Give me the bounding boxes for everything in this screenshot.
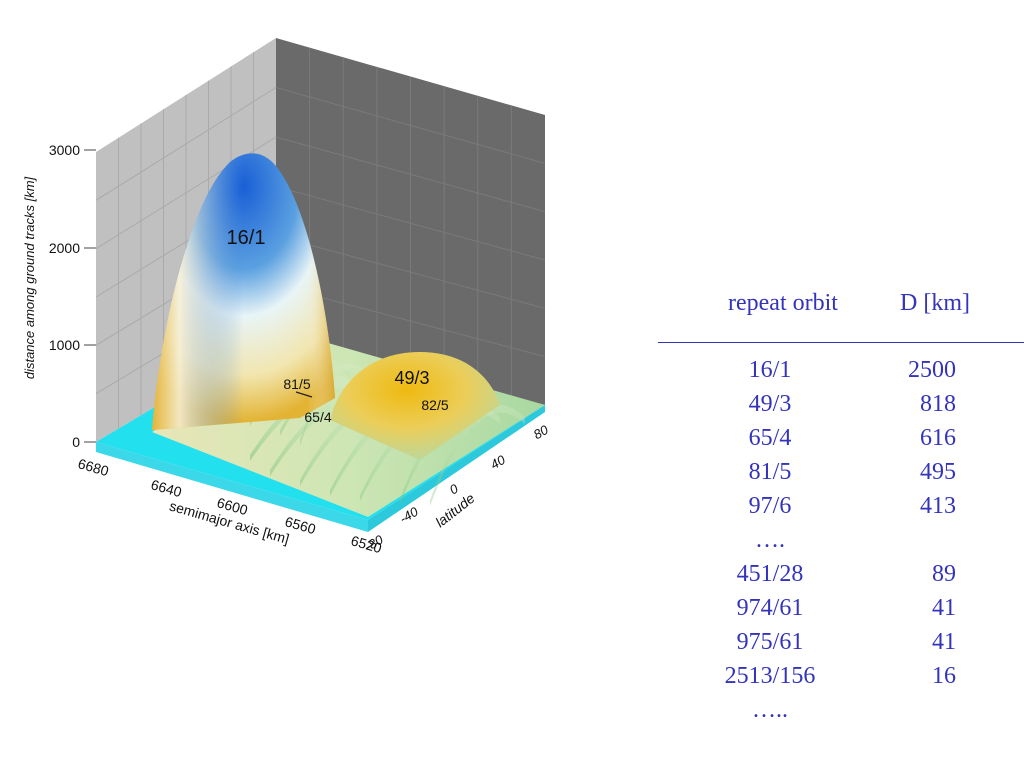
floor-front-strip <box>96 442 368 532</box>
table-cell-orbit: 81/5 <box>748 459 792 485</box>
x-tick-label: 6640 <box>149 476 184 500</box>
surface-ridge <box>430 405 525 506</box>
wall-grid-line <box>275 235 546 309</box>
table-cell-orbit: 97/6 <box>748 493 792 519</box>
table-cell-orbit: 451/28 <box>736 561 804 587</box>
table-cell-orbit: 974/61 <box>736 595 804 621</box>
table-cell-distance: 41 <box>932 595 956 621</box>
z-tick-label: 2000 <box>49 240 80 256</box>
annotation-49-3: 49/3 <box>394 368 429 388</box>
table-cell-distance: 413 <box>920 493 956 519</box>
annotation-82-5: 82/5 <box>421 397 448 413</box>
table-cell-distance: 89 <box>932 561 956 587</box>
surface-plot: 0 1000 2000 3000 distance among ground track… <box>22 38 552 556</box>
peak-16-1-shade <box>152 153 335 430</box>
table-cell-distance: 495 <box>920 459 956 485</box>
header-repeat-orbit: repeat orbit <box>728 290 838 316</box>
annotation-81-5: 81/5 <box>283 376 310 392</box>
table-cell-orbit: 49/3 <box>748 391 792 417</box>
wall-grid-line <box>275 87 546 164</box>
z-tick-label: 0 <box>72 434 80 450</box>
y-tick-label: 80 <box>531 422 552 443</box>
table-cell-orbit: 975/61 <box>736 629 804 655</box>
table-cell-distance: 16 <box>932 663 956 689</box>
z-axis-label: distance among ground tracks [km] <box>22 176 37 379</box>
table-cell-distance: 616 <box>920 425 956 451</box>
annotation-65-4: 65/4 <box>304 409 331 425</box>
header-distance: D [km] <box>900 290 970 316</box>
table-cell-orbit: 16/1 <box>748 357 792 383</box>
table-cell-distance: 41 <box>932 629 956 655</box>
floor-side-strip <box>368 405 545 532</box>
table-cell-orbit: 2513/156 <box>724 663 816 689</box>
annotation-pointer <box>295 391 313 398</box>
y-tick-label: 0 <box>447 480 461 497</box>
hump-49-3 <box>330 352 500 460</box>
header-rule <box>658 342 1024 343</box>
wall-grid-line <box>95 87 277 201</box>
table-cell-orbit: 65/4 <box>748 425 792 451</box>
y-tick-label: 40 <box>488 452 509 473</box>
table-cell-distance: 818 <box>920 391 956 417</box>
wall-grid-line <box>275 136 546 213</box>
z-tick-label: 1000 <box>49 337 80 353</box>
x-tick-label: 6680 <box>76 455 111 479</box>
table-cell-orbit: …. <box>755 527 785 553</box>
table-cell-orbit: ….. <box>752 697 788 723</box>
annotation-16-1: 16/1 <box>227 227 266 249</box>
z-tick-label: 3000 <box>49 142 80 158</box>
wall-grid-line <box>275 186 546 261</box>
table-cell-distance: 2500 <box>908 357 956 383</box>
